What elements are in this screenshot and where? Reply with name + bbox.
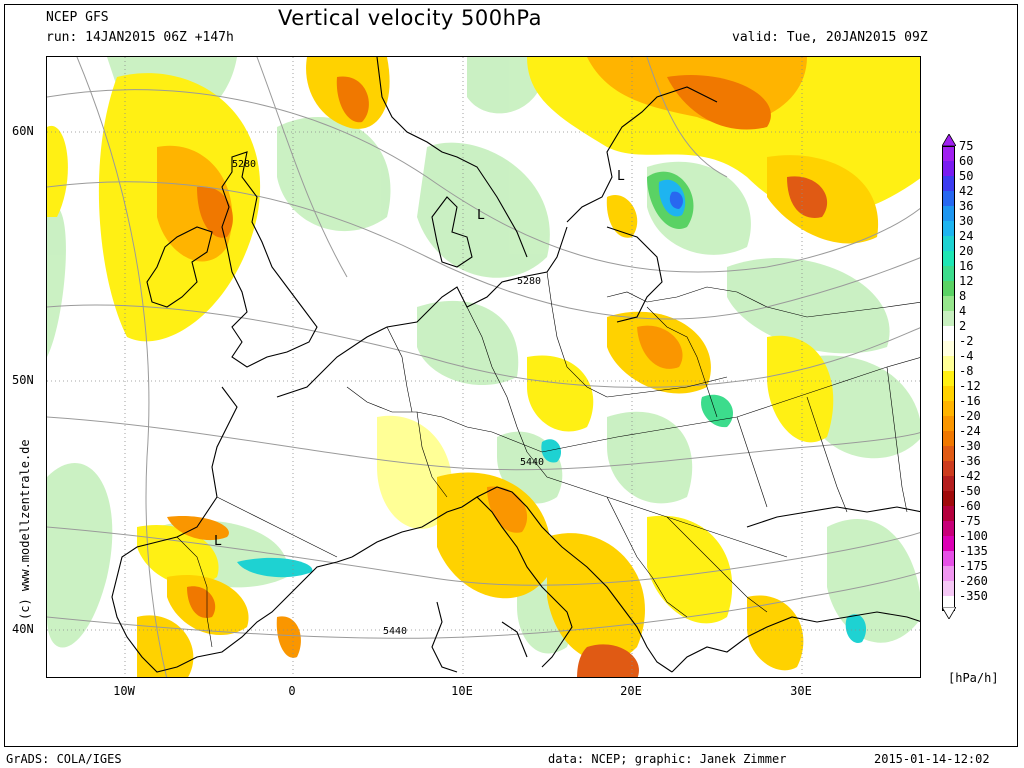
legend-swatch [942,521,955,536]
legend-label: -20 [959,409,981,423]
legend-swatch [942,326,955,341]
legend-swatch [942,386,955,401]
legend-swatch [942,146,955,161]
legend-label: 42 [959,184,974,198]
legend-label: 24 [959,229,974,243]
footer-timestamp: 2015-01-14-12:02 [874,752,990,766]
legend-swatch [942,251,955,266]
contour-label: 5440 [383,626,407,637]
legend-label: 8 [959,289,967,303]
legend-swatch [942,296,955,311]
lon-label-0: 0 [288,684,296,698]
legend-swatch [942,311,955,326]
legend-swatch [942,476,955,491]
legend-swatch [942,236,955,251]
legend-label: -16 [959,394,981,408]
legend-label: -30 [959,439,981,453]
lat-label-40n: 40N [12,622,34,636]
country-borders [176,271,920,648]
legend-label: -175 [959,559,988,573]
map-panel: 5280 5280 5440 5440 L L L [46,56,921,678]
legend-label: 50 [959,169,974,183]
legend-swatch [942,551,955,566]
legend-bottom-arrow-icon [942,607,956,619]
legend-swatch [942,461,955,476]
legend-swatch [942,446,955,461]
strong-ascent-field [165,171,867,643]
legend-swatch [942,566,955,581]
legend-swatch [942,191,955,206]
model-name: NCEP GFS [46,10,109,25]
legend-label: -42 [959,469,981,483]
legend-swatch [942,491,955,506]
ascent-field [47,57,920,654]
legend-swatch [942,401,955,416]
legend-swatch [942,536,955,551]
legend-label: -100 [959,529,988,543]
legend-swatch [942,206,955,221]
lat-label-50n: 50N [12,373,34,387]
lon-label-10e: 10E [451,684,473,698]
run-info: run: 14JAN2015 06Z +147h [46,30,234,45]
legend-label: 60 [959,154,974,168]
legend-swatch [942,221,955,236]
legend-label: -12 [959,379,981,393]
legend-top-arrow-icon [942,134,956,146]
contour-label: 5280 [232,159,256,170]
legend-swatch [942,161,955,176]
low-marker: L [617,169,625,184]
lon-label-20e: 20E [620,684,642,698]
legend-swatch [942,266,955,281]
legend-label: -50 [959,484,981,498]
legend-swatch [942,416,955,431]
contour-label: 5280 [517,276,541,287]
legend-label: -60 [959,499,981,513]
legend-swatch [942,356,955,371]
legend-swatch [942,341,955,356]
footer-credits: data: NCEP; graphic: Janek Zimmer [548,752,787,766]
legend-label: 2 [959,319,967,333]
map-svg: 5280 5280 5440 5440 L L L [47,57,920,677]
low-marker-group: L L L [214,169,625,549]
legend-label: -8 [959,364,974,378]
watermark: (c) www.modellzentrale.de [18,439,32,620]
contour-label: 5440 [520,457,544,468]
valid-time: valid: Tue, 20JAN2015 09Z [732,30,928,45]
legend-label: -75 [959,514,981,528]
legend-swatch [942,506,955,521]
legend-swatch [942,281,955,296]
legend-label: -4 [959,349,974,363]
legend-label: 36 [959,199,974,213]
legend-label: -350 [959,589,988,603]
footer-software: GrADS: COLA/IGES [6,752,122,766]
legend-swatch [942,371,955,386]
legend-swatch [942,581,955,596]
legend-label: -24 [959,424,981,438]
coastlines [111,57,920,673]
legend-label: -135 [959,544,988,558]
legend-label: 30 [959,214,974,228]
legend-swatch [942,176,955,191]
legend-label: 75 [959,139,974,153]
lon-label-10w: 10W [113,684,135,698]
color-legend: 75 60 50 42 36 30 24 20 16 12 8 4 2 -2 -4 -8 -12 -16 -20 -2… [942,134,1022,636]
legend-label: 12 [959,274,974,288]
legend-swatch [942,431,955,446]
legend-label: -36 [959,454,981,468]
legend-label: -2 [959,334,974,348]
contour-label-group: 5280 5280 5440 5440 [232,159,544,637]
lon-label-30e: 30E [790,684,812,698]
figure-frame [4,4,1018,747]
low-marker: L [477,208,485,223]
legend-unit: [hPa/h] [948,671,999,685]
legend-label: 4 [959,304,967,318]
low-marker: L [214,534,222,549]
legend-label: 16 [959,259,974,273]
legend-label: 20 [959,244,974,258]
lat-label-60n: 60N [12,124,34,138]
chart-title: Vertical velocity 500hPa [278,6,543,30]
legend-label: -260 [959,574,988,588]
descent-field [47,57,920,677]
